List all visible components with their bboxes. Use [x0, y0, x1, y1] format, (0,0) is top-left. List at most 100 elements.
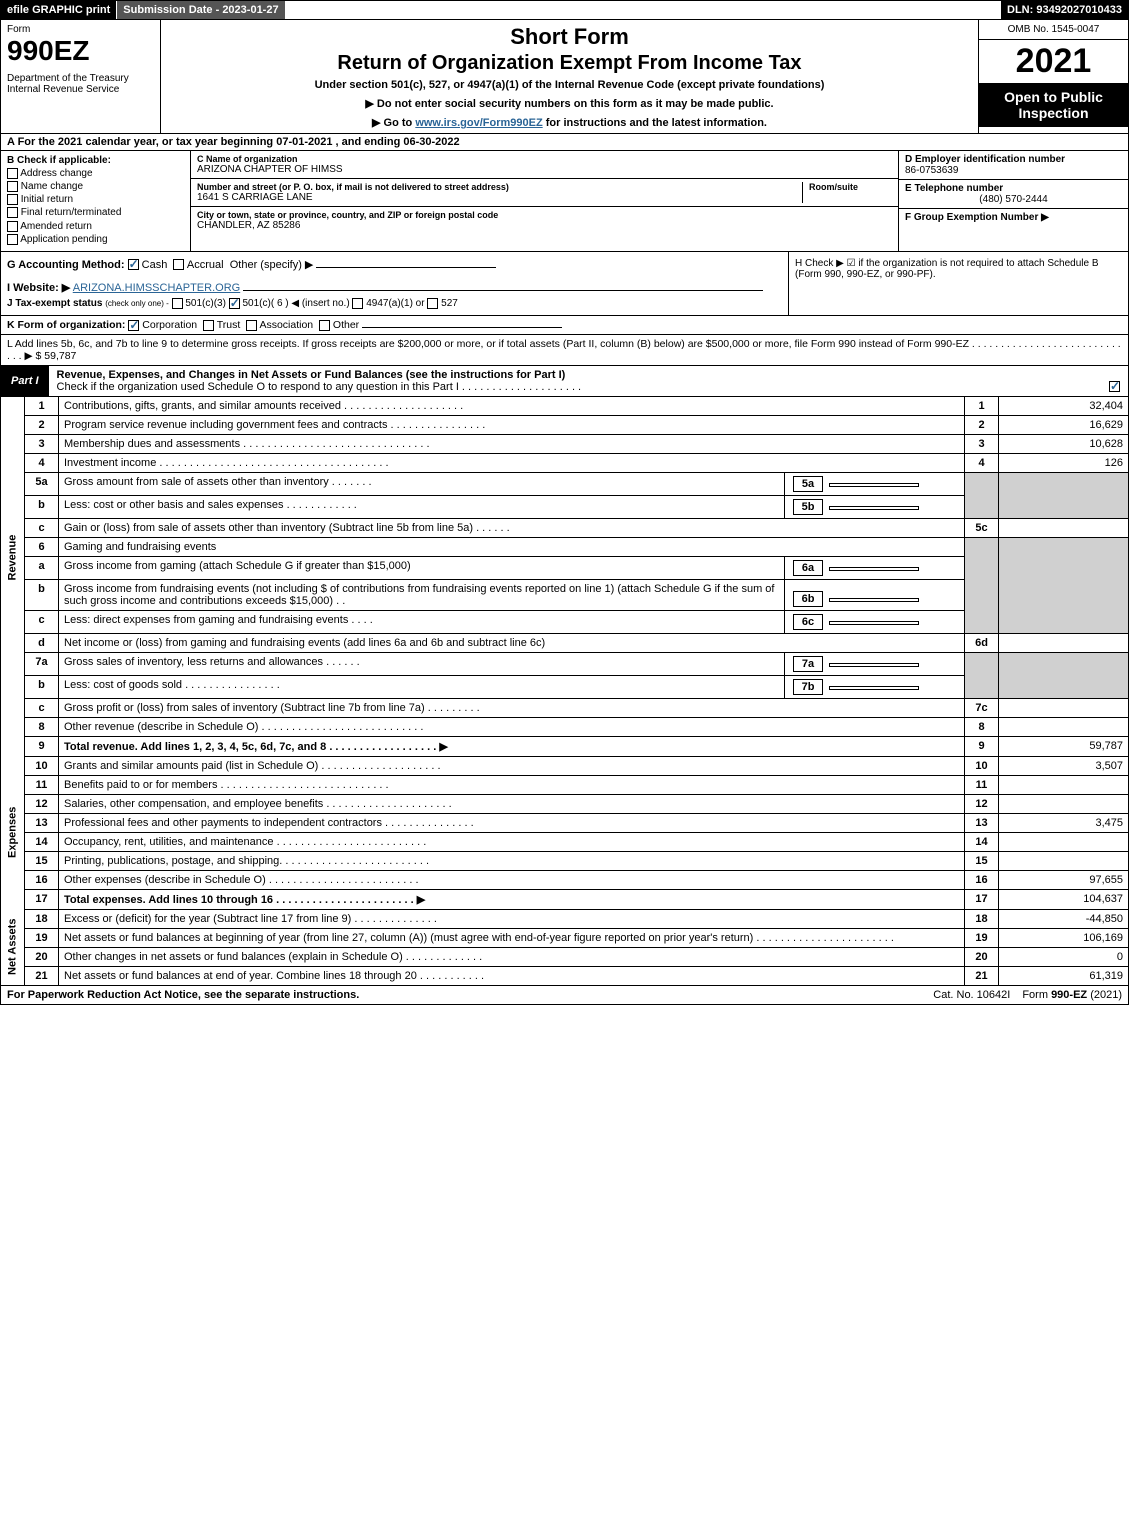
k-other-blank[interactable]	[362, 327, 562, 328]
dept-label: Department of the Treasury Internal Reve…	[7, 73, 154, 95]
l6c-ik: 6c	[793, 614, 823, 630]
l13-val: 3,475	[999, 813, 1129, 832]
l6c-iv[interactable]	[829, 621, 919, 625]
h-text: H Check ▶ ☑ if the organization is not r…	[795, 258, 1122, 280]
side-expenses: Expenses	[1, 756, 25, 909]
j-527-check[interactable]	[427, 298, 438, 309]
l4-val: 126	[999, 453, 1129, 472]
website-link[interactable]: ARIZONA.HIMSSCHAPTER.ORG	[73, 282, 240, 294]
f-group-row: F Group Exemption Number ▶	[899, 209, 1128, 226]
efile-print-label[interactable]: efile GRAPHIC print	[1, 1, 116, 19]
b-opt-name[interactable]: Name change	[7, 181, 184, 192]
k-assoc-check[interactable]	[246, 320, 257, 331]
l13-key: 13	[965, 813, 999, 832]
l3-val: 10,628	[999, 434, 1129, 453]
row-a: A For the 2021 calendar year, or tax yea…	[0, 134, 1129, 151]
l18-key: 18	[965, 909, 999, 928]
l5c-key: 5c	[965, 518, 999, 537]
j-501c3-check[interactable]	[172, 298, 183, 309]
col-b: B Check if applicable: Address change Na…	[1, 151, 191, 251]
l2-desc: Program service revenue including govern…	[59, 415, 965, 434]
l6a-desc: Gross income from gaming (attach Schedul…	[59, 556, 785, 579]
l7b-iv[interactable]	[829, 686, 919, 690]
l7a-iv[interactable]	[829, 663, 919, 667]
b-opt-amended[interactable]: Amended return	[7, 221, 184, 232]
l15-key: 15	[965, 851, 999, 870]
l2-key: 2	[965, 415, 999, 434]
k-corp-check[interactable]	[128, 320, 139, 331]
l6a-ik: 6a	[793, 560, 823, 576]
l21-val: 61,319	[999, 966, 1129, 985]
form-note-2: ▶ Go to www.irs.gov/Form990EZ for instru…	[169, 116, 970, 129]
ein: 86-0753639	[905, 165, 1122, 176]
l15-num: 15	[25, 851, 59, 870]
j-o3: 4947(a)(1) or	[366, 298, 424, 309]
col-gij: G Accounting Method: Cash Accrual Other …	[1, 252, 788, 315]
l18-num: 18	[25, 909, 59, 928]
j-501c-check[interactable]	[229, 298, 240, 309]
l14-desc: Occupancy, rent, utilities, and maintena…	[59, 832, 965, 851]
b-opt-address[interactable]: Address change	[7, 168, 184, 179]
l7b-num: b	[25, 675, 59, 698]
l-val: 59,787	[44, 350, 76, 362]
l12-desc: Salaries, other compensation, and employ…	[59, 794, 965, 813]
l5b-num: b	[25, 495, 59, 518]
l6b-iv[interactable]	[829, 598, 919, 602]
l3-key: 3	[965, 434, 999, 453]
org-street: 1641 S CARRIAGE LANE	[197, 192, 802, 203]
c-street-row: Number and street (or P. O. box, if mail…	[191, 179, 898, 207]
l8-desc: Other revenue (describe in Schedule O) .…	[59, 717, 965, 736]
g-accrual-check[interactable]	[173, 259, 184, 270]
part1-check-o-box[interactable]	[1109, 381, 1120, 392]
l9-key: 9	[965, 736, 999, 756]
b-opt-4: Amended return	[20, 221, 92, 232]
l2-val: 16,629	[999, 415, 1129, 434]
g-row: G Accounting Method: Cash Accrual Other …	[7, 258, 782, 271]
l21-desc: Net assets or fund balances at end of ye…	[59, 966, 965, 985]
i-underline	[243, 290, 763, 291]
part1-table: Revenue 1 Contributions, gifts, grants, …	[0, 397, 1129, 986]
k-row: K Form of organization: Corporation Trus…	[0, 316, 1129, 335]
l11-key: 11	[965, 775, 999, 794]
l6a-iv[interactable]	[829, 567, 919, 571]
k-other-check[interactable]	[319, 320, 330, 331]
l5b-iv[interactable]	[829, 506, 919, 510]
l3-desc: Membership dues and assessments . . . . …	[59, 434, 965, 453]
l16-desc: Other expenses (describe in Schedule O) …	[59, 870, 965, 889]
c-name-label: C Name of organization	[197, 154, 892, 164]
b-opt-final[interactable]: Final return/terminated	[7, 207, 184, 218]
e-phone-row: E Telephone number (480) 570-2444	[899, 180, 1128, 209]
l10-key: 10	[965, 756, 999, 775]
g-cash-check[interactable]	[128, 259, 139, 270]
l13-desc: Professional fees and other payments to …	[59, 813, 965, 832]
l5a-iv[interactable]	[829, 483, 919, 487]
l6d-val	[999, 633, 1129, 652]
b-opt-pending[interactable]: Application pending	[7, 234, 184, 245]
row-gh: G Accounting Method: Cash Accrual Other …	[0, 252, 1129, 316]
l12-key: 12	[965, 794, 999, 813]
b-opt-initial[interactable]: Initial return	[7, 194, 184, 205]
irs-link[interactable]: www.irs.gov/Form990EZ	[415, 117, 542, 129]
g-other-blank[interactable]	[316, 267, 496, 268]
l21-num: 21	[25, 966, 59, 985]
header-mid: Short Form Return of Organization Exempt…	[161, 20, 978, 133]
l21-key: 21	[965, 966, 999, 985]
l6b-inline: 6b	[785, 579, 965, 610]
k-label: K Form of organization:	[7, 319, 125, 331]
l14-num: 14	[25, 832, 59, 851]
l7ab-shade-v	[999, 652, 1129, 698]
header-left: Form 990EZ Department of the Treasury In…	[1, 20, 161, 133]
note2-post: for instructions and the latest informat…	[543, 117, 767, 129]
l10-num: 10	[25, 756, 59, 775]
l7a-desc: Gross sales of inventory, less returns a…	[59, 652, 785, 675]
g-label: G Accounting Method:	[7, 259, 125, 271]
l6a-num: a	[25, 556, 59, 579]
j-4947-check[interactable]	[352, 298, 363, 309]
d-label: D Employer identification number	[905, 154, 1122, 165]
l6b-num: b	[25, 579, 59, 610]
k-o3: Association	[259, 319, 313, 331]
l6-num: 6	[25, 537, 59, 556]
k-trust-check[interactable]	[203, 320, 214, 331]
j-o4: 527	[441, 298, 458, 309]
l6c-desc: Less: direct expenses from gaming and fu…	[59, 610, 785, 633]
